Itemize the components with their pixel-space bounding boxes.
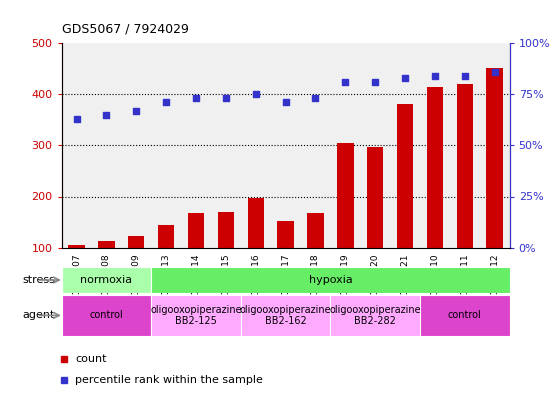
Point <box>460 73 469 79</box>
Point <box>132 108 141 114</box>
Text: agent: agent <box>22 310 55 320</box>
Point <box>281 99 290 106</box>
Bar <box>420 295 510 336</box>
Bar <box>151 267 510 293</box>
Text: percentile rank within the sample: percentile rank within the sample <box>75 375 263 385</box>
Bar <box>487 68 503 299</box>
Text: oligooxopiperazine
BB2-282: oligooxopiperazine BB2-282 <box>329 305 421 326</box>
Point <box>341 79 350 85</box>
Text: control: control <box>90 310 123 320</box>
Point <box>251 91 260 97</box>
Bar <box>128 236 144 299</box>
Bar <box>68 245 85 299</box>
Text: GDS5067 / 7924029: GDS5067 / 7924029 <box>62 22 189 35</box>
Point <box>431 73 440 79</box>
Point <box>311 95 320 101</box>
Text: oligooxopiperazine
BB2-162: oligooxopiperazine BB2-162 <box>240 305 332 326</box>
Bar <box>62 295 151 336</box>
Text: oligooxopiperazine
BB2-125: oligooxopiperazine BB2-125 <box>150 305 242 326</box>
Point <box>221 95 230 101</box>
Point <box>102 112 111 118</box>
Point <box>371 79 380 85</box>
Bar <box>337 143 353 299</box>
Bar <box>397 103 413 299</box>
Text: hypoxia: hypoxia <box>309 275 352 285</box>
Text: normoxia: normoxia <box>80 275 133 285</box>
Point <box>400 75 409 81</box>
Bar <box>330 295 420 336</box>
Text: stress: stress <box>22 275 55 285</box>
Bar <box>151 295 241 336</box>
Bar <box>427 87 443 299</box>
Bar <box>241 295 330 336</box>
Text: count: count <box>75 354 106 364</box>
Bar <box>62 267 151 293</box>
Text: control: control <box>448 310 482 320</box>
Point <box>162 99 171 106</box>
Bar <box>98 241 115 299</box>
Point <box>72 116 81 122</box>
Bar <box>456 84 473 299</box>
Bar <box>188 213 204 299</box>
Bar <box>307 213 324 299</box>
Bar <box>367 147 384 299</box>
Bar <box>248 198 264 299</box>
Bar <box>277 221 294 299</box>
Point <box>490 69 499 75</box>
Bar <box>218 212 234 299</box>
Point <box>192 95 200 101</box>
Bar <box>158 225 174 299</box>
